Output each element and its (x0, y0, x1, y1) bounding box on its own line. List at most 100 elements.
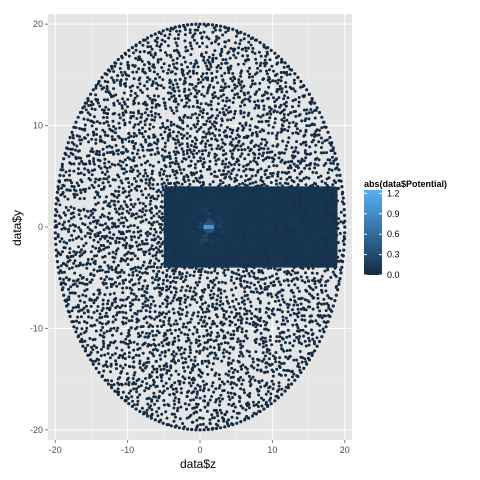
data-point (186, 23, 190, 27)
data-point (148, 310, 152, 314)
data-point (134, 353, 138, 357)
data-point (199, 31, 202, 35)
data-point (193, 270, 196, 274)
data-point (124, 109, 127, 113)
data-point (239, 420, 243, 424)
data-point (262, 93, 266, 97)
data-point (66, 260, 70, 264)
data-point (188, 371, 192, 375)
data-point (129, 251, 133, 255)
data-point (219, 89, 223, 93)
data-point (319, 151, 323, 155)
data-point (206, 354, 210, 358)
data-point (116, 152, 120, 156)
data-point (314, 285, 318, 289)
data-point (292, 372, 296, 376)
data-point (220, 74, 224, 78)
data-point (257, 120, 261, 124)
data-point (217, 348, 221, 352)
data-point (245, 317, 249, 321)
data-point (231, 27, 235, 31)
data-point (266, 390, 270, 393)
data-point (163, 354, 167, 358)
data-point (77, 213, 81, 217)
data-point (125, 316, 128, 320)
data-point (214, 353, 218, 357)
data-point (240, 148, 244, 152)
data-point (105, 329, 109, 333)
data-point (199, 80, 203, 84)
data-point (254, 180, 258, 184)
data-point (95, 149, 99, 153)
data-point (300, 314, 304, 318)
data-point (118, 116, 122, 120)
data-point (206, 58, 210, 62)
data-point (281, 288, 285, 292)
data-point (250, 269, 254, 273)
data-point (241, 54, 245, 58)
data-point (94, 219, 98, 223)
data-point (181, 361, 185, 365)
data-point (298, 335, 302, 338)
data-point (258, 409, 262, 414)
data-point (131, 84, 135, 88)
data-point (318, 329, 322, 333)
data-point (162, 172, 166, 176)
data-point (92, 268, 96, 272)
data-point (107, 252, 111, 255)
data-point (115, 78, 119, 82)
data-point (171, 58, 175, 62)
data-point (207, 316, 211, 320)
data-point (97, 184, 101, 188)
data-point (105, 116, 109, 119)
data-point (287, 136, 291, 140)
data-point (310, 97, 314, 101)
data-point (292, 312, 296, 315)
data-point (257, 358, 261, 362)
data-point (178, 29, 182, 33)
data-point (82, 136, 86, 140)
data-point (224, 152, 228, 156)
data-point (282, 300, 286, 304)
data-point (134, 240, 138, 244)
data-point (163, 130, 167, 134)
data-point (325, 151, 328, 155)
data-point (264, 90, 267, 94)
data-point (158, 305, 162, 308)
data-point (123, 123, 127, 127)
data-point (322, 163, 326, 167)
data-point (285, 90, 289, 94)
data-point (117, 207, 121, 211)
data-point (75, 181, 79, 185)
data-point (194, 428, 198, 432)
data-point (57, 222, 61, 226)
data-point (223, 129, 227, 133)
data-point (128, 280, 132, 284)
data-point (272, 164, 276, 168)
data-point (77, 245, 80, 249)
data-point (173, 162, 177, 166)
data-point (111, 119, 115, 123)
data-point (162, 157, 166, 161)
data-point (248, 124, 252, 128)
data-point (285, 335, 289, 339)
data-point (328, 135, 332, 140)
data-point (134, 56, 138, 60)
data-point (115, 249, 118, 253)
data-point (97, 370, 101, 375)
data-point (145, 117, 149, 121)
data-point (132, 365, 136, 369)
data-point (114, 318, 118, 322)
data-point (135, 152, 139, 156)
data-point (132, 373, 136, 377)
data-point (136, 348, 140, 351)
data-point (260, 183, 264, 187)
data-point (260, 290, 264, 294)
data-point (319, 284, 323, 287)
data-point (237, 379, 241, 382)
data-point (74, 157, 78, 161)
data-point (167, 377, 171, 381)
data-point (100, 374, 104, 379)
data-point (298, 172, 302, 176)
data-point (138, 209, 142, 213)
